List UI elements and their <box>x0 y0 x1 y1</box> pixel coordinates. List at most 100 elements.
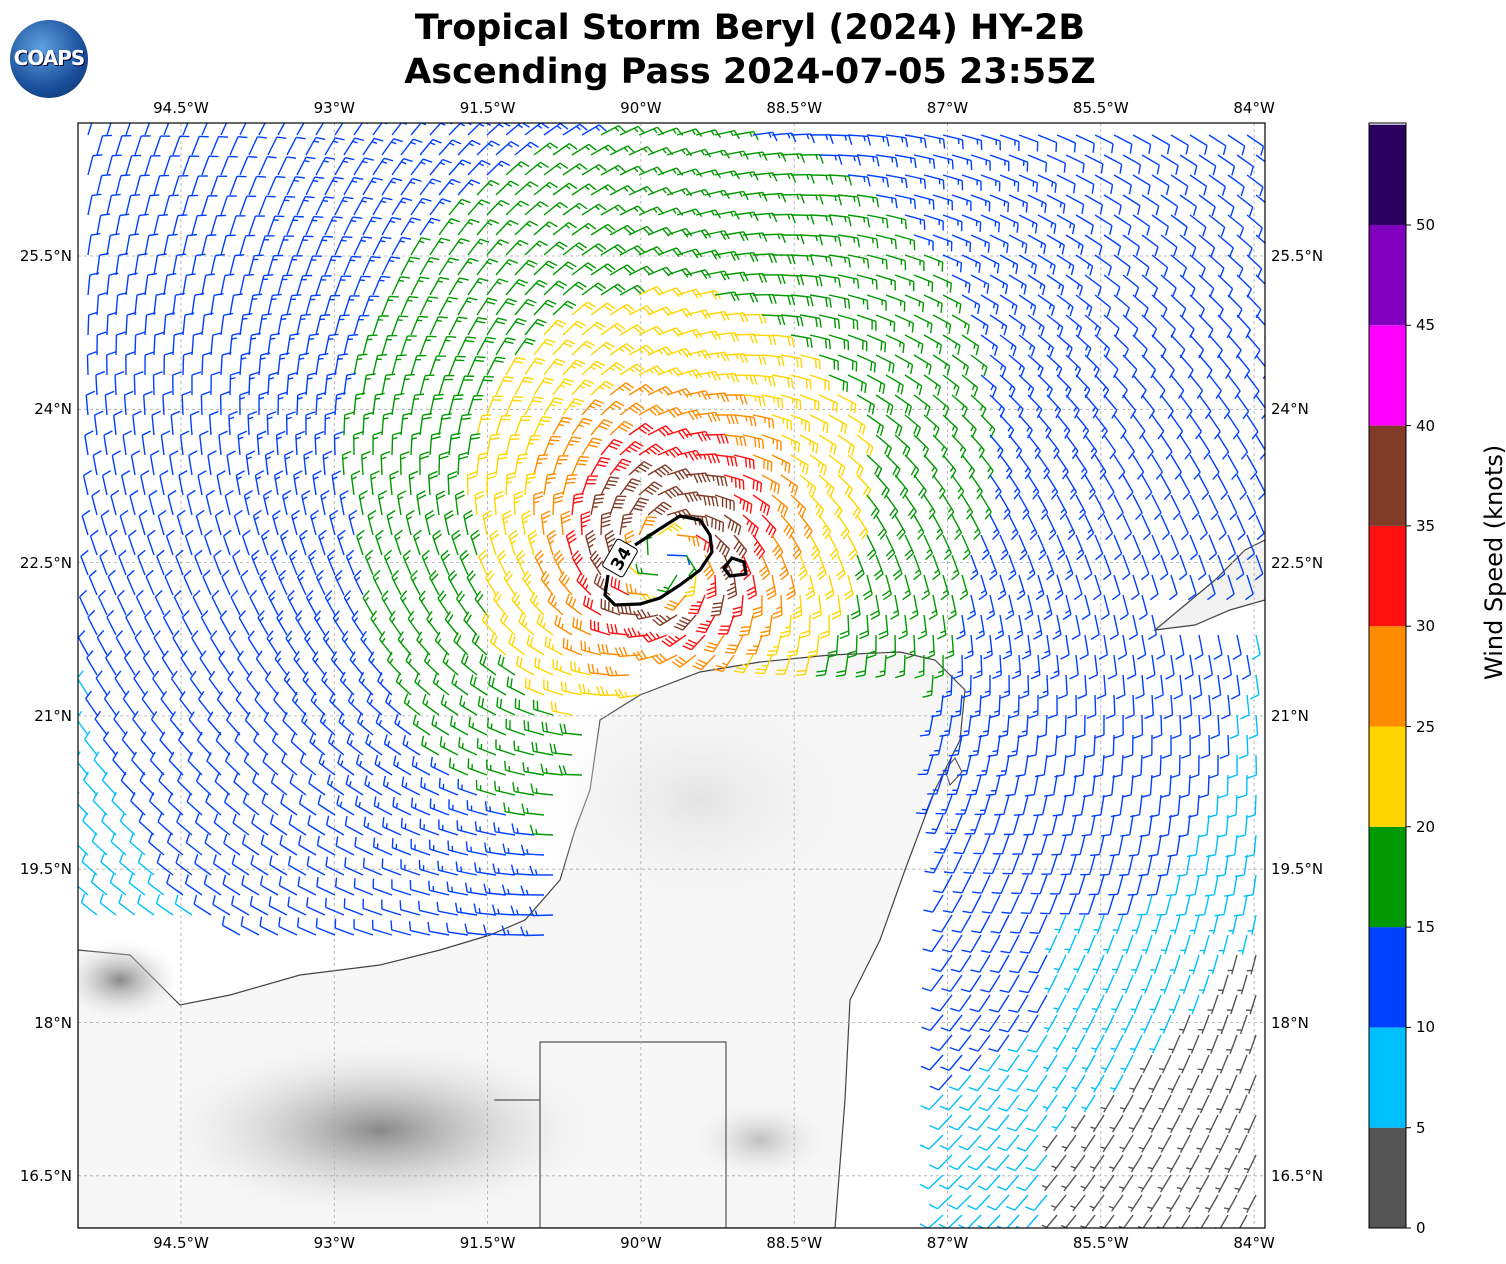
wind-barb <box>254 470 265 496</box>
lat-tick-right: 16.5°N <box>1271 1166 1324 1185</box>
wind-barb <box>948 1154 972 1171</box>
wind-barb <box>495 259 518 276</box>
wind-barb <box>552 416 573 436</box>
wind-barb <box>1054 914 1067 934</box>
wind-barb <box>1227 294 1243 319</box>
wind-barb <box>714 331 740 342</box>
wind-barb <box>529 824 554 836</box>
wind-barb <box>1148 1114 1162 1133</box>
wind-barb <box>374 754 393 776</box>
terrain-shading <box>520 680 880 920</box>
wind-barb <box>364 549 374 576</box>
wind-barb <box>343 255 362 276</box>
wind-barb <box>1063 1014 1077 1033</box>
wind-barb <box>1099 1214 1115 1228</box>
wind-barb <box>259 916 279 936</box>
wind-barb <box>1050 654 1060 680</box>
title-line2: Ascending Pass 2024-07-05 23:55Z <box>404 52 1096 92</box>
wind-barb <box>761 354 785 367</box>
wind-barb <box>1018 254 1038 275</box>
wind-barb <box>358 490 368 516</box>
wind-barb <box>144 351 155 376</box>
wind-barb <box>780 234 805 245</box>
contour-label: 34 <box>602 538 638 578</box>
wind-barb <box>1108 874 1124 896</box>
wind-barb <box>1159 1014 1172 1034</box>
wind-barb <box>1248 714 1259 740</box>
wind-barb <box>531 741 554 756</box>
wind-barb <box>1167 834 1181 858</box>
wind-barb <box>141 690 155 716</box>
wind-barb <box>970 154 991 171</box>
wind-barb <box>435 490 446 516</box>
wind-barb <box>430 756 450 776</box>
wind-barb <box>144 154 161 176</box>
wind-barb <box>1191 714 1201 740</box>
wind-barb <box>619 165 646 176</box>
wind-barb <box>1163 694 1174 720</box>
wind-barb <box>1156 894 1172 916</box>
wind-barb <box>733 494 753 514</box>
wind-barb <box>131 751 146 776</box>
wind-barb <box>1094 334 1111 358</box>
wind-barb <box>790 534 802 560</box>
wind-barb <box>704 392 730 403</box>
wind-barb <box>383 734 402 756</box>
wind-barb <box>723 231 749 242</box>
wind-barb <box>771 254 796 265</box>
wind-barb <box>581 437 603 456</box>
wind-barb <box>1096 674 1107 700</box>
wind-barb <box>296 274 313 296</box>
wind-barb <box>948 1194 972 1210</box>
wind-barb <box>166 874 184 896</box>
wind-barb <box>977 1214 1001 1228</box>
wind-barb <box>779 554 790 581</box>
wind-barb <box>1001 894 1020 914</box>
wind-barb <box>1217 354 1232 379</box>
wind-barb <box>790 173 815 184</box>
wind-barb <box>1008 474 1021 500</box>
wind-barb <box>856 274 878 290</box>
lon-tick-top: 90°W <box>620 99 662 117</box>
wind-barb <box>932 394 950 417</box>
wind-barb <box>1141 774 1153 798</box>
wind-barb <box>1208 254 1225 278</box>
wind-barb <box>258 156 277 176</box>
wind-barb <box>334 392 346 416</box>
wind-barb <box>1130 794 1143 818</box>
wind-barb <box>1005 774 1020 797</box>
wind-barb <box>134 174 150 196</box>
wind-barb <box>904 334 924 354</box>
wind-barb <box>1206 1074 1219 1094</box>
wind-barb <box>172 253 187 276</box>
wind-barb <box>1151 174 1170 196</box>
wind-barb <box>1091 994 1105 1014</box>
wind-barb <box>714 372 740 383</box>
wind-barb <box>1235 1054 1248 1074</box>
wind-barb <box>894 654 906 679</box>
wind-barb <box>524 396 544 416</box>
wind-barb <box>992 834 1010 855</box>
wind-barb <box>1040 894 1058 915</box>
wind-barb <box>521 803 545 816</box>
wind-barb <box>201 351 213 376</box>
wind-barb <box>399 590 412 616</box>
wind-barb <box>467 432 481 456</box>
wind-barb <box>505 123 530 136</box>
wind-barb <box>343 590 355 616</box>
wind-barb <box>939 714 953 737</box>
wind-barb <box>919 714 934 737</box>
wind-barb <box>410 797 431 816</box>
wind-barb <box>385 693 402 716</box>
wind-barb <box>837 154 862 166</box>
wind-barb <box>212 895 231 916</box>
wind-barb <box>251 549 260 576</box>
wind-barb <box>950 694 963 718</box>
wind-barb <box>228 410 238 436</box>
wind-barb <box>932 434 948 459</box>
wind-barb <box>1166 1194 1181 1213</box>
wind-barb <box>239 312 253 336</box>
wind-barb <box>284 450 294 476</box>
wind-barb <box>339 671 355 696</box>
wind-barb <box>552 339 576 356</box>
